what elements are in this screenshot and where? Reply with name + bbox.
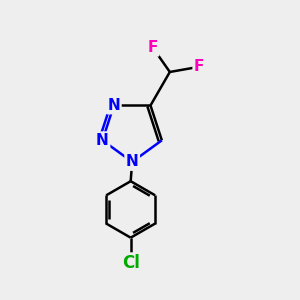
Text: N: N (96, 133, 109, 148)
Text: N: N (107, 98, 120, 113)
Text: F: F (194, 59, 204, 74)
Text: Cl: Cl (122, 254, 140, 272)
Text: F: F (148, 40, 158, 55)
Text: N: N (126, 154, 139, 169)
